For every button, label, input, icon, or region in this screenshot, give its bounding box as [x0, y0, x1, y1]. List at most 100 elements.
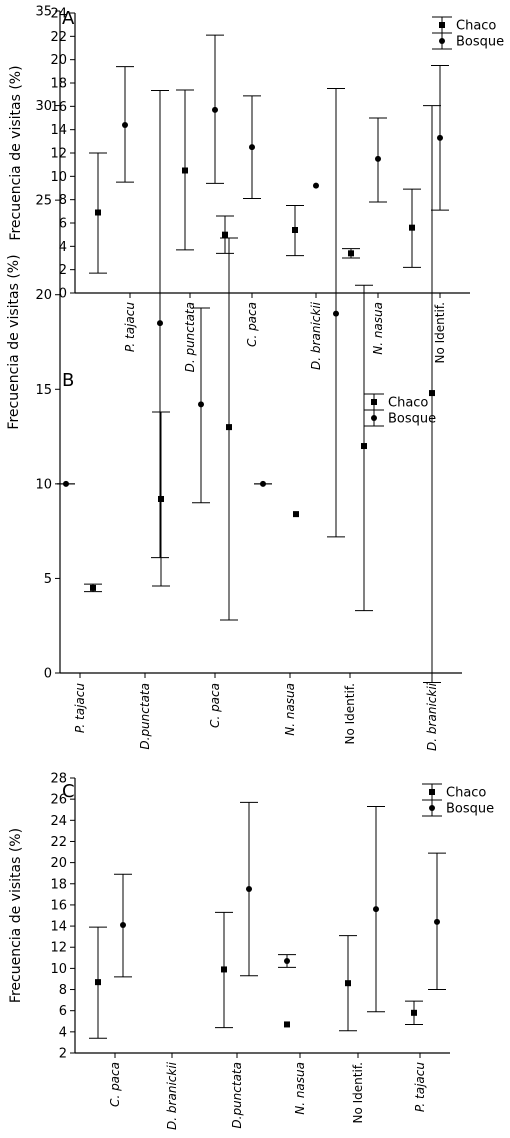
- point-bosque: [437, 134, 443, 141]
- x-tick-label: C. paca: [245, 302, 259, 347]
- x-tick-label: N. nasua: [283, 683, 297, 736]
- y-tick-label: 35: [35, 5, 52, 20]
- y-tick-label: 14: [50, 123, 67, 138]
- legend-marker-circle: [439, 38, 445, 44]
- y-tick-label: 6: [59, 217, 67, 232]
- legend-label: Chaco: [388, 396, 428, 411]
- point-bosque: [375, 155, 381, 162]
- y-tick-label: 5: [44, 572, 52, 587]
- panel-label: B: [62, 370, 74, 391]
- x-tick-label: N. nasua: [293, 1062, 307, 1115]
- x-tick-label: N. nasua: [371, 302, 385, 355]
- point-bosque: [212, 106, 218, 113]
- legend-label: Chaco: [446, 786, 486, 801]
- y-axis-label: Frecuencia de visitas (%): [8, 65, 24, 240]
- y-tick-label: 14: [50, 920, 67, 935]
- point-chaco: [158, 495, 164, 502]
- x-tick-label: D.punctata: [230, 1062, 244, 1129]
- y-tick-label: 6: [59, 1004, 67, 1019]
- y-tick-label: 8: [59, 983, 67, 998]
- point-bosque: [249, 144, 255, 151]
- point-chaco: [345, 980, 351, 987]
- x-tick-label: D.punctata: [138, 683, 152, 750]
- y-tick-label: 20: [35, 288, 52, 303]
- y-tick-label: 16: [50, 100, 67, 115]
- y-tick-label: 16: [50, 898, 67, 913]
- y-axis-label: Frecuencia de visitas (%): [8, 828, 24, 1003]
- y-tick-label: 2: [59, 1047, 67, 1062]
- legend-marker-circle: [429, 805, 435, 811]
- point-chaco: [95, 209, 101, 216]
- x-tick-label: No Identif.: [351, 1062, 365, 1123]
- y-tick-label: 10: [35, 477, 52, 492]
- y-tick-label: 22: [50, 835, 67, 850]
- point-chaco: [293, 511, 299, 518]
- legend-label: Bosque: [446, 802, 494, 817]
- x-tick-label: C. paca: [208, 683, 222, 728]
- y-tick-label: 24: [50, 7, 67, 22]
- point-bosque: [246, 886, 252, 893]
- point-chaco: [429, 390, 435, 397]
- panel-label: C: [62, 781, 75, 802]
- point-chaco: [222, 231, 228, 238]
- point-bosque: [122, 122, 128, 128]
- x-tick-label: D. punctata: [183, 302, 197, 372]
- x-tick-label: D. branickii: [425, 682, 439, 751]
- point-chaco: [284, 1021, 290, 1028]
- point-chaco: [226, 424, 232, 431]
- y-tick-label: 20: [50, 53, 67, 68]
- point-bosque: [313, 182, 319, 189]
- point-chaco: [95, 979, 101, 986]
- point-chaco: [361, 443, 367, 450]
- y-tick-label: 8: [59, 193, 67, 208]
- x-tick-label: P. tajacu: [413, 1062, 427, 1113]
- y-axis-label: Frecuencia de visitas (%): [6, 254, 22, 429]
- y-tick-label: 15: [35, 383, 52, 398]
- x-tick-label: D. branickii: [165, 1061, 179, 1130]
- point-chaco: [221, 966, 227, 973]
- y-tick-label: 24: [50, 814, 67, 829]
- point-bosque: [434, 918, 440, 925]
- y-tick-label: 30: [35, 99, 52, 114]
- y-tick-label: 12: [50, 941, 67, 956]
- y-tick-label: 0: [59, 287, 67, 302]
- point-bosque: [284, 957, 290, 964]
- y-tick-label: 10: [50, 170, 67, 185]
- y-tick-label: 26: [50, 793, 67, 808]
- x-tick-label: No Identif.: [433, 302, 447, 363]
- y-tick-label: 10: [50, 962, 67, 977]
- y-tick-label: 28: [50, 772, 67, 787]
- y-tick-label: 20: [50, 856, 67, 871]
- point-chaco: [292, 227, 298, 233]
- point-bosque: [157, 320, 163, 327]
- legend-marker-square: [371, 399, 377, 405]
- y-tick-label: 18: [50, 877, 67, 892]
- point-bosque: [333, 310, 339, 317]
- point-bosque: [63, 480, 69, 487]
- y-tick-label: 4: [59, 240, 67, 255]
- y-tick-label: 12: [50, 147, 67, 162]
- x-tick-label: D. branickii: [309, 301, 323, 370]
- y-tick-label: 25: [35, 194, 52, 209]
- point-bosque: [373, 906, 379, 913]
- y-tick-label: 0: [44, 667, 52, 682]
- y-tick-label: 4: [59, 1025, 67, 1040]
- point-bosque: [198, 401, 204, 408]
- legend-label: Bosque: [456, 35, 504, 50]
- point-chaco: [348, 250, 354, 257]
- point-bosque: [120, 922, 126, 929]
- legend-marker-circle: [371, 415, 377, 421]
- x-tick-label: P. tajacu: [123, 302, 137, 353]
- point-chaco: [182, 167, 188, 174]
- x-tick-label: No Identif.: [343, 683, 357, 744]
- point-chaco: [411, 1009, 417, 1016]
- legend-marker-square: [439, 22, 445, 28]
- point-bosque: [260, 480, 266, 487]
- x-tick-label: P. tajacu: [73, 683, 87, 734]
- y-tick-label: 18: [50, 77, 67, 92]
